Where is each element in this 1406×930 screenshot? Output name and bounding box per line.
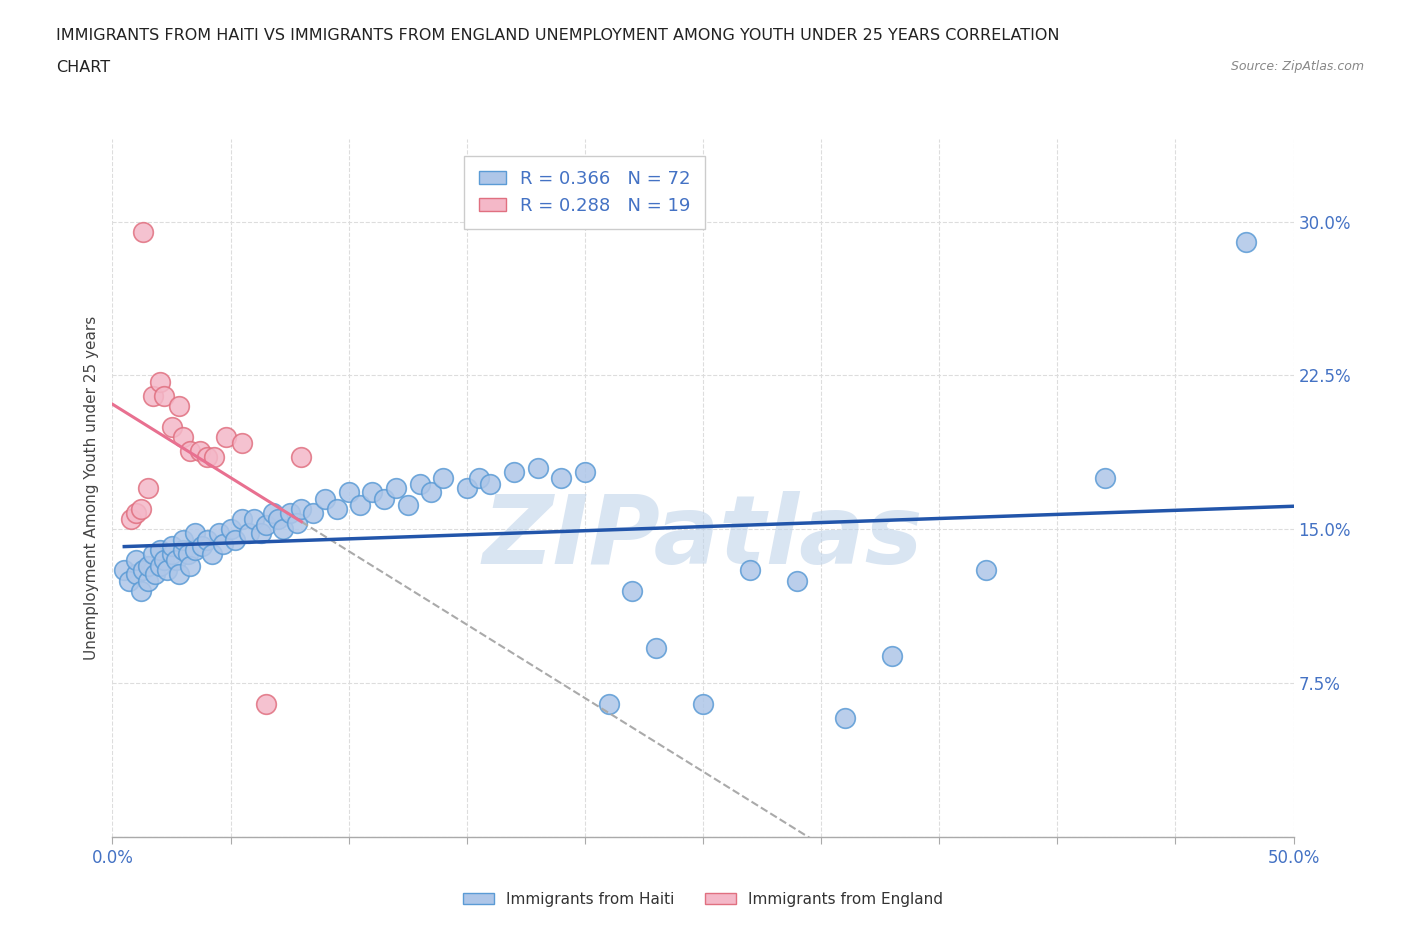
Point bbox=[314, 491, 336, 506]
Point bbox=[179, 559, 201, 574]
Point bbox=[302, 505, 325, 520]
Point bbox=[219, 522, 242, 537]
Point bbox=[385, 481, 408, 496]
Point bbox=[172, 532, 194, 547]
Point bbox=[267, 512, 290, 526]
Point bbox=[191, 538, 214, 553]
Point bbox=[467, 471, 489, 485]
Point bbox=[285, 516, 308, 531]
Point bbox=[195, 532, 218, 547]
Point bbox=[184, 542, 207, 557]
Point bbox=[172, 542, 194, 557]
Point bbox=[254, 518, 277, 533]
Point bbox=[408, 477, 430, 492]
Point bbox=[238, 526, 260, 541]
Point bbox=[250, 526, 273, 541]
Text: Source: ZipAtlas.com: Source: ZipAtlas.com bbox=[1230, 60, 1364, 73]
Point bbox=[120, 512, 142, 526]
Point bbox=[326, 501, 349, 516]
Point bbox=[337, 485, 360, 499]
Point bbox=[112, 563, 135, 578]
Text: CHART: CHART bbox=[56, 60, 110, 75]
Point bbox=[396, 498, 419, 512]
Point bbox=[231, 512, 253, 526]
Point bbox=[201, 547, 224, 562]
Point bbox=[786, 573, 808, 588]
Point bbox=[160, 419, 183, 434]
Point bbox=[153, 389, 176, 404]
Point bbox=[212, 537, 235, 551]
Point bbox=[149, 374, 172, 389]
Point bbox=[129, 583, 152, 598]
Point bbox=[361, 485, 384, 499]
Point bbox=[125, 505, 148, 520]
Point bbox=[132, 563, 155, 578]
Point bbox=[132, 224, 155, 239]
Point bbox=[156, 563, 179, 578]
Point bbox=[621, 583, 644, 598]
Point bbox=[976, 563, 998, 578]
Point bbox=[231, 435, 253, 450]
Point bbox=[574, 464, 596, 479]
Point bbox=[172, 430, 194, 445]
Point bbox=[165, 552, 187, 567]
Point bbox=[644, 641, 666, 656]
Point bbox=[373, 491, 395, 506]
Point bbox=[125, 567, 148, 582]
Point bbox=[177, 547, 200, 562]
Point bbox=[456, 481, 478, 496]
Point bbox=[1234, 234, 1257, 249]
Point bbox=[243, 512, 266, 526]
Point bbox=[118, 573, 141, 588]
Point bbox=[149, 542, 172, 557]
Point bbox=[834, 711, 856, 725]
Point bbox=[167, 399, 190, 414]
Point bbox=[142, 389, 165, 404]
Point bbox=[202, 450, 225, 465]
Point bbox=[160, 547, 183, 562]
Point bbox=[215, 430, 238, 445]
Point bbox=[143, 567, 166, 582]
Point bbox=[129, 501, 152, 516]
Point bbox=[550, 471, 572, 485]
Point bbox=[136, 573, 159, 588]
Point bbox=[526, 460, 548, 475]
Point bbox=[479, 477, 502, 492]
Legend: Immigrants from Haiti, Immigrants from England: Immigrants from Haiti, Immigrants from E… bbox=[457, 886, 949, 913]
Point bbox=[432, 471, 454, 485]
Point bbox=[153, 552, 176, 567]
Point bbox=[167, 567, 190, 582]
Point bbox=[179, 444, 201, 458]
Text: ZIPatlas: ZIPatlas bbox=[482, 491, 924, 584]
Legend: R = 0.366   N = 72, R = 0.288   N = 19: R = 0.366 N = 72, R = 0.288 N = 19 bbox=[464, 155, 706, 230]
Point bbox=[349, 498, 371, 512]
Text: IMMIGRANTS FROM HAITI VS IMMIGRANTS FROM ENGLAND UNEMPLOYMENT AMONG YOUTH UNDER : IMMIGRANTS FROM HAITI VS IMMIGRANTS FROM… bbox=[56, 28, 1060, 43]
Point bbox=[254, 697, 277, 711]
Point bbox=[740, 563, 762, 578]
Point bbox=[125, 552, 148, 567]
Point bbox=[184, 526, 207, 541]
Point bbox=[598, 697, 620, 711]
Point bbox=[880, 649, 903, 664]
Y-axis label: Unemployment Among Youth under 25 years: Unemployment Among Youth under 25 years bbox=[83, 316, 98, 660]
Point bbox=[271, 522, 294, 537]
Point bbox=[136, 559, 159, 574]
Point bbox=[1094, 471, 1116, 485]
Point bbox=[160, 538, 183, 553]
Point bbox=[224, 532, 246, 547]
Point bbox=[290, 501, 312, 516]
Point bbox=[208, 526, 231, 541]
Point bbox=[692, 697, 714, 711]
Point bbox=[503, 464, 526, 479]
Point bbox=[278, 505, 301, 520]
Point bbox=[290, 450, 312, 465]
Point bbox=[142, 547, 165, 562]
Point bbox=[188, 444, 211, 458]
Point bbox=[149, 559, 172, 574]
Point bbox=[136, 481, 159, 496]
Point bbox=[420, 485, 443, 499]
Point bbox=[195, 450, 218, 465]
Point bbox=[262, 505, 284, 520]
